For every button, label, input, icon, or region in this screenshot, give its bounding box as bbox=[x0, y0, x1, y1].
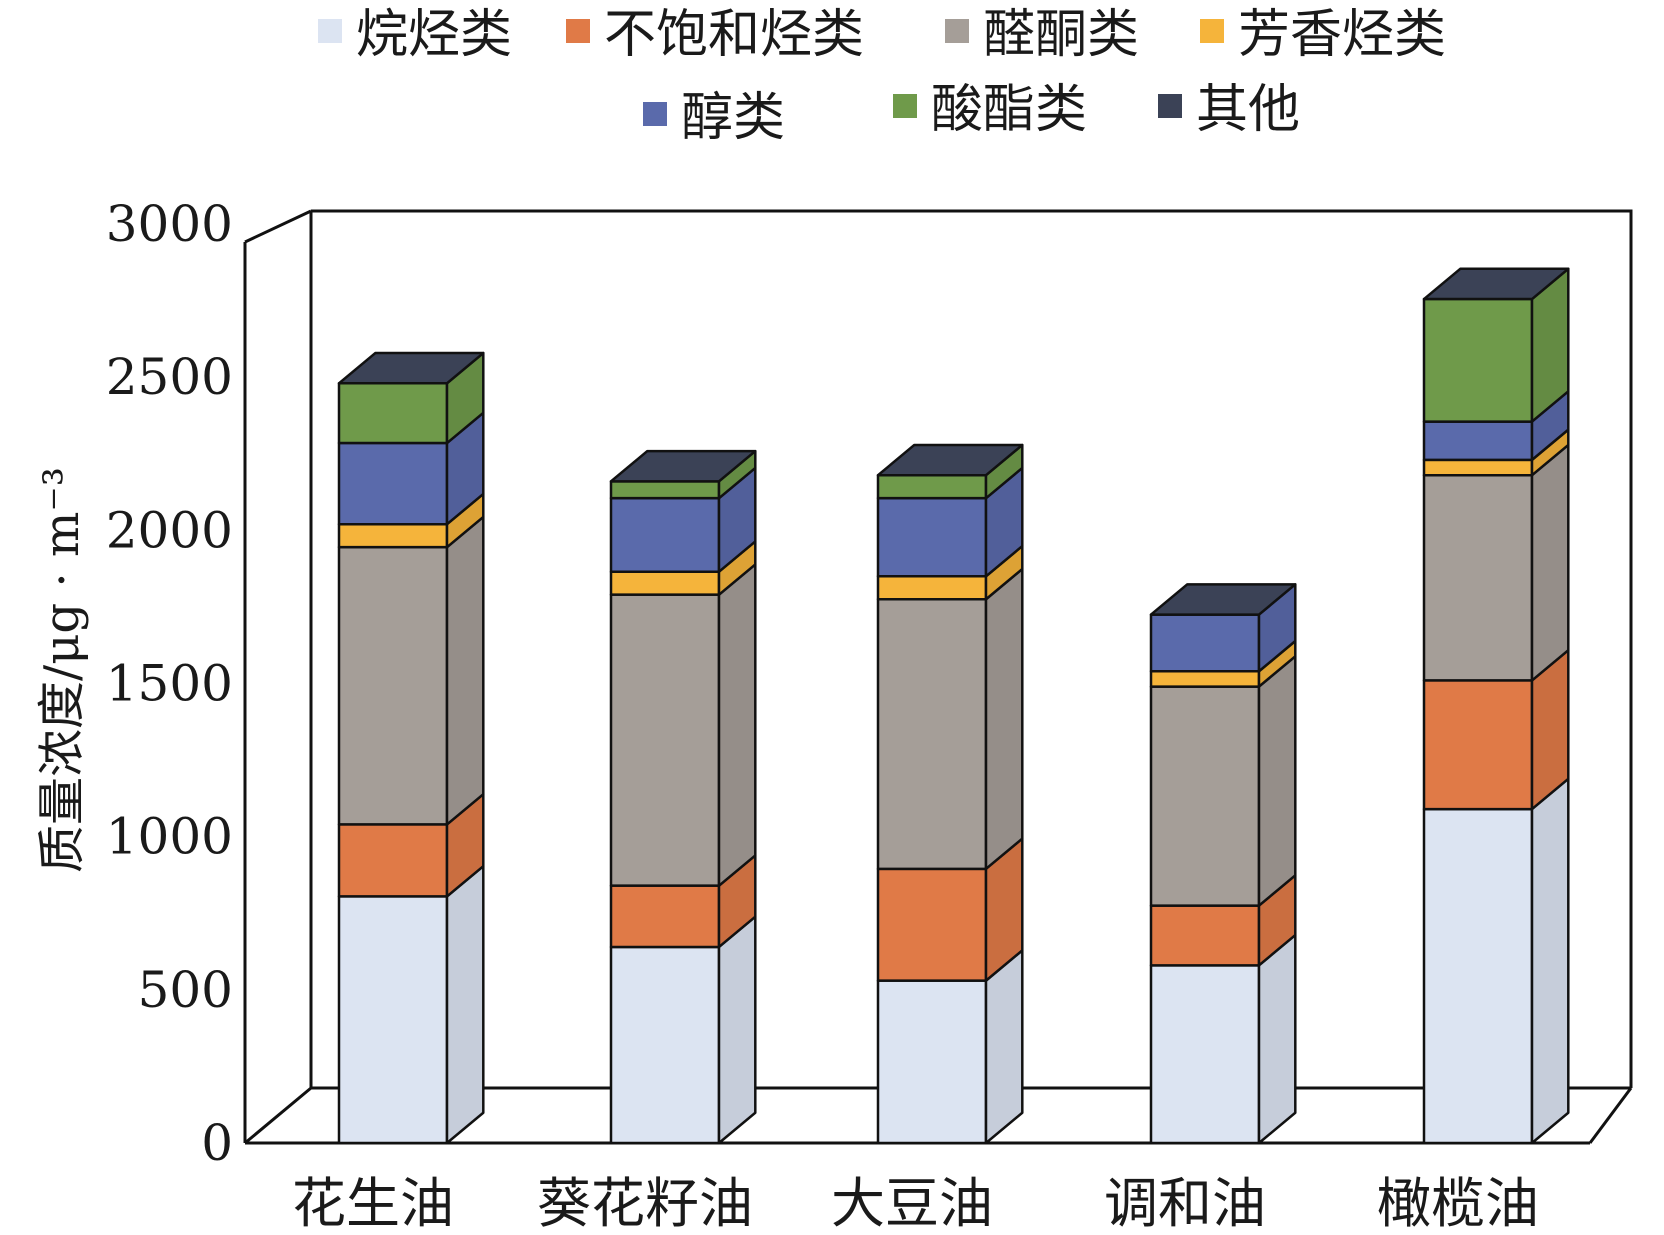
y-tick-label: 0 bbox=[201, 1114, 233, 1172]
legend-swatch bbox=[945, 19, 969, 43]
axes: 0 500 1000 1500 2000 2500 3000 花生油 葵花籽油 大豆油 调和油 橄榄油 bbox=[106, 195, 1539, 1235]
bar-segment-front bbox=[337, 823, 449, 898]
x-category-label: 花生油 bbox=[292, 1172, 454, 1235]
legend-label: 不饱和烃类 bbox=[604, 5, 864, 65]
legend-swatch bbox=[1158, 94, 1182, 118]
bar-segment-side bbox=[984, 949, 1024, 1145]
legend-swatch bbox=[643, 102, 667, 126]
bar-segment-side bbox=[1530, 443, 1570, 682]
bar-segment-front bbox=[337, 895, 449, 1145]
bar-segment-front bbox=[609, 496, 721, 573]
bar-segment-front bbox=[337, 441, 449, 526]
bar-segment-front bbox=[876, 473, 988, 500]
bar-segment-front bbox=[1149, 685, 1261, 907]
bar-segment-front bbox=[337, 382, 449, 445]
bar-top-cap bbox=[609, 449, 757, 483]
bars bbox=[337, 267, 1570, 1145]
bar-segment-front bbox=[337, 545, 449, 826]
y-tick-label: 3000 bbox=[106, 195, 233, 253]
bar-segment-front bbox=[609, 570, 721, 596]
y-tick-label: 1500 bbox=[106, 655, 233, 713]
legend-item: 不饱和烃类 bbox=[566, 5, 864, 65]
legend-swatch bbox=[566, 19, 590, 43]
bar-segment-front bbox=[609, 945, 721, 1145]
legend-swatch bbox=[893, 94, 917, 118]
bar-segment-front bbox=[876, 575, 988, 601]
bar-segment-front bbox=[1422, 458, 1534, 477]
legend-item: 其他 bbox=[1158, 80, 1300, 140]
floor-left-edge bbox=[244, 1086, 312, 1145]
bar-segment-side bbox=[1257, 933, 1297, 1145]
y-tick-label: 500 bbox=[138, 961, 233, 1019]
bar-top-cap bbox=[337, 351, 485, 385]
legend-label: 醇类 bbox=[681, 88, 785, 148]
bar-segment-front bbox=[609, 884, 721, 949]
bar-segment-front bbox=[876, 598, 988, 871]
legend-label: 醛酮类 bbox=[983, 5, 1139, 65]
legend-swatch bbox=[318, 19, 342, 43]
bar-top-cap bbox=[1422, 267, 1570, 301]
bar-segment-front bbox=[1149, 964, 1261, 1145]
bar-segment-front bbox=[1422, 420, 1534, 462]
bar-top-cap bbox=[1149, 583, 1297, 616]
bar-segment-front bbox=[609, 480, 721, 500]
bar-segment-front bbox=[876, 979, 988, 1145]
bar-segment-front bbox=[876, 496, 988, 578]
legend-item: 烷烃类 bbox=[318, 5, 512, 65]
bar-segment-front bbox=[1422, 297, 1534, 423]
bar-segment-side bbox=[984, 567, 1024, 871]
floor-right-edge bbox=[1588, 1087, 1633, 1144]
legend-item: 醛酮类 bbox=[945, 5, 1139, 65]
bar-segment-side bbox=[1257, 655, 1297, 907]
legend-label: 其他 bbox=[1196, 80, 1300, 140]
bar-segment-front bbox=[1422, 807, 1534, 1145]
bar-segment-front bbox=[1149, 669, 1261, 688]
legend-item: 酸酯类 bbox=[893, 80, 1087, 140]
bar-segment-front bbox=[1422, 679, 1534, 811]
bar-stack bbox=[876, 443, 1024, 1145]
bar-stack bbox=[609, 449, 757, 1145]
bar-stack bbox=[1422, 267, 1570, 1145]
x-category-label: 葵花籽油 bbox=[537, 1172, 753, 1235]
bar-stack bbox=[337, 351, 485, 1145]
bar-segment-front bbox=[1422, 473, 1534, 682]
y-axis-label: 质量浓度/μg · m⁻³ bbox=[34, 467, 90, 873]
legend-label: 烷烃类 bbox=[356, 5, 512, 65]
bar-segment-side bbox=[445, 515, 485, 826]
bar-segment-front bbox=[876, 867, 988, 982]
back-wall-edge bbox=[311, 209, 1633, 1088]
bar-segment-front bbox=[337, 522, 449, 549]
y-tick-label: 2000 bbox=[106, 501, 233, 559]
x-category-label: 橄榄油 bbox=[1377, 1172, 1539, 1235]
bar-segment-front bbox=[1149, 613, 1261, 673]
bar-segment-front bbox=[1149, 904, 1261, 967]
x-category-label: 调和油 bbox=[1104, 1172, 1266, 1235]
legend-swatch bbox=[1200, 19, 1224, 43]
y-tick-label: 1000 bbox=[106, 808, 233, 866]
bar-segment-side bbox=[717, 915, 757, 1145]
bar-segment-side bbox=[1530, 777, 1570, 1145]
x-category-label: 大豆油 bbox=[831, 1172, 993, 1235]
legend-label: 芳香烃类 bbox=[1238, 5, 1446, 65]
y-tick-label: 2500 bbox=[106, 348, 233, 406]
bar-segment-side bbox=[445, 864, 485, 1145]
bar-segment-front bbox=[609, 593, 721, 887]
left-wall-top-edge bbox=[244, 209, 312, 244]
bar-top-cap bbox=[876, 443, 1024, 477]
bar-stack bbox=[1149, 583, 1297, 1145]
bar-segment-side bbox=[717, 563, 757, 887]
legend-item: 醇类 bbox=[643, 88, 785, 148]
legend-item: 芳香烃类 bbox=[1200, 5, 1446, 65]
legend-label: 酸酯类 bbox=[931, 80, 1087, 140]
